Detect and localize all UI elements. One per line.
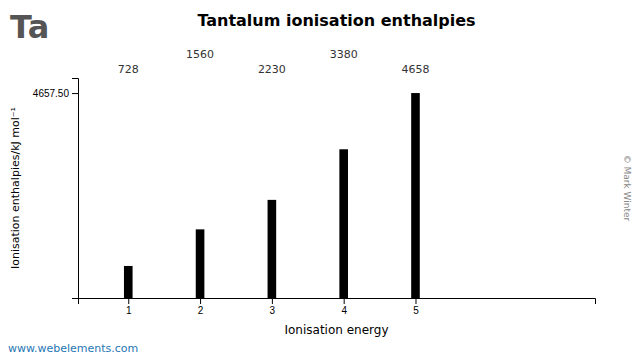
bar [339,149,348,298]
website: www.webelements.com [8,342,138,355]
x-tick-label: 3 [270,305,276,316]
x-tick-mark [128,298,129,304]
data-label: 2230 [258,63,286,76]
x-tick: 5 [413,298,419,316]
data-labels: 728 1560 2230 3380 4658 [118,48,430,76]
x-tick: 1 [126,298,132,316]
x-tick-label: 1 [126,305,132,316]
x-tick-label: 4 [341,305,347,316]
x-axis-title: Ionisation energy [284,323,388,337]
x-tick-label: 5 [413,305,419,316]
x-tick-mark [415,298,416,304]
x-tick-label: 2 [198,305,204,316]
chart: 1 2 3 4 5 4657.50 728 1560 2230 3380 4658 Tantalum … [0,0,640,360]
x-tick: 2 [198,298,204,316]
bar [411,93,420,298]
y-tick: 4657.50 [33,88,78,99]
y-axis-line [72,79,79,299]
x-axis-line [79,299,596,305]
x-tick-mark [344,298,345,304]
x-tick-mark [200,298,201,304]
y-axis: 4657.50 [33,79,79,299]
x-tick: 4 [341,298,347,316]
x-tick: 3 [270,298,276,316]
x-tick-mark [272,298,273,304]
data-label: 1560 [186,48,214,61]
y-axis-title: Ionisation enthalpies/kJ mol⁻¹ [9,107,22,269]
title: Tantalum ionisation enthalpies [197,11,475,30]
element-symbol: Ta [10,8,49,46]
bar [268,200,277,298]
data-label: 3380 [330,48,358,61]
data-label: 4658 [401,63,429,76]
bars [124,93,420,298]
bar [124,266,133,298]
y-tick-label: 4657.50 [33,88,70,99]
data-label: 728 [118,63,139,76]
copyright: © Mark Winter [622,155,632,222]
y-tick-mark [72,93,78,94]
plot: 1 2 3 4 5 4657.50 728 1560 2230 3380 4658 [33,48,596,316]
bar [196,229,205,298]
x-axis: 1 2 3 4 5 [79,298,596,316]
